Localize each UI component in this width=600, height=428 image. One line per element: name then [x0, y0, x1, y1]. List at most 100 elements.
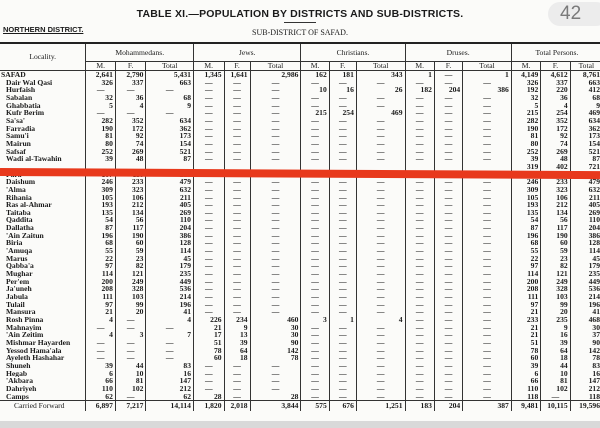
value-cell: —: [300, 300, 330, 309]
value-cell: 37: [569, 331, 600, 339]
value-cell: 82: [540, 262, 571, 271]
value-cell: —: [433, 124, 463, 133]
value-cell: —: [462, 101, 512, 110]
value-cell: 54: [510, 216, 541, 225]
value-cell: 386: [145, 231, 194, 240]
value-cell: 323: [540, 185, 571, 194]
value-cell: 309: [510, 185, 541, 194]
value-cell: 114: [145, 247, 194, 255]
value-cell: —: [328, 354, 357, 362]
value-cell: —: [85, 323, 116, 332]
table-row: Dair Wal Qasi 326 337 663— — — — — — — — —326 337 663: [0, 78, 600, 87]
value-cell: 103: [540, 293, 571, 301]
value-cell: 142: [249, 346, 301, 355]
value-cell: 179: [569, 262, 600, 271]
table-row: Biria 68 60 128— — — — — — — — —68 60 128: [0, 239, 600, 248]
value-cell: —: [462, 109, 512, 117]
table-row: Mahnayim — — —21 9 30— — — — — —21 9 30: [0, 323, 600, 332]
value-cell: 387: [462, 400, 512, 412]
value-cell: 87: [145, 155, 194, 163]
value-cell: —: [540, 392, 571, 401]
value-cell: 362: [569, 124, 600, 133]
value-cell: 81: [114, 377, 146, 385]
value-cell: —: [355, 369, 406, 378]
value-cell: —: [223, 101, 251, 110]
table-row: Rosh Pinna 4—4 226 234 460 3 1 4— — —233 235 468: [0, 316, 600, 324]
value-cell: 111: [85, 293, 116, 301]
value-cell: —: [249, 293, 301, 301]
value-cell: 62: [145, 392, 194, 401]
value-cell: —: [462, 392, 512, 401]
value-cell: [223, 162, 251, 171]
value-cell: —: [300, 262, 330, 271]
locality-cell: Ayeleth Hashahar: [6, 354, 65, 362]
value-cell: 147: [145, 377, 194, 385]
value-cell: —: [433, 216, 463, 225]
value-cell: —: [328, 124, 357, 133]
value-cell: —: [355, 331, 406, 339]
value-cell: —: [192, 277, 225, 286]
value-cell: 121: [540, 270, 571, 278]
table-row: 'Akbara 66 81 147— — — — — — — — —66 81 147: [0, 377, 600, 385]
table-row: Sa'sa' 282 352 634— — — — — — — — —282 352 634: [0, 116, 600, 125]
value-cell: —: [462, 124, 512, 133]
value-cell: —: [223, 116, 251, 125]
value-cell: —: [192, 224, 225, 232]
locality-cell: Per'em: [6, 277, 30, 286]
value-cell: 204: [433, 400, 463, 412]
value-cell: —: [462, 224, 512, 232]
value-cell: —: [223, 392, 251, 401]
value-cell: —: [462, 377, 512, 385]
value-cell: 632: [145, 185, 194, 194]
value-cell: —: [404, 262, 435, 271]
value-cell: 87: [85, 224, 116, 232]
value-cell: —: [223, 201, 251, 209]
locality-cell: 'Ain Zeitim: [6, 331, 44, 339]
value-cell: 39: [85, 361, 116, 370]
value-cell: —: [404, 254, 435, 263]
value-cell: —: [300, 185, 330, 194]
value-cell: 405: [145, 201, 194, 209]
value-cell: —: [433, 354, 463, 362]
value-cell: —: [462, 361, 512, 370]
value-cell: —: [192, 201, 225, 209]
value-cell: 212: [114, 201, 146, 209]
value-cell: 1: [328, 316, 357, 324]
value-cell: —: [433, 308, 463, 316]
value-cell: 106: [114, 193, 146, 202]
value-cell: —: [404, 93, 435, 102]
value-cell: —: [328, 331, 357, 339]
value-cell: 20: [540, 308, 571, 316]
value-cell: 235: [540, 316, 571, 324]
value-cell: 1,641: [223, 70, 251, 79]
locality-cell: Sa'sa': [6, 116, 25, 125]
table-row: Ja'uneh 208 328 536— — — — — — — — —208 328 536: [0, 285, 600, 294]
value-cell: —: [404, 247, 435, 255]
table-row: Mansura 21 20 41— — — — — — — — —21 20 41: [0, 308, 600, 316]
value-cell: —: [145, 338, 194, 347]
value-cell: —: [328, 224, 357, 232]
locality-cell: Biria: [6, 239, 23, 248]
locality-cell: Mughar: [6, 270, 33, 278]
value-cell: 249: [540, 277, 571, 286]
locality-cell: Rosh Pinna: [6, 316, 44, 324]
value-cell: —: [300, 377, 330, 385]
value-cell: 9: [223, 323, 251, 332]
value-cell: 117: [540, 224, 571, 232]
sub-header-f: F.: [223, 61, 251, 71]
value-cell: 97: [510, 262, 541, 271]
carried-forward-row: Carried Forward 6,897 7,217 14,114 1,820 2,01…: [0, 400, 600, 412]
value-cell: 173: [569, 132, 600, 140]
table-row: Ayeleth Hashahar — — —60 18 78— — — — — —60 18 78: [0, 354, 600, 362]
value-cell: —: [404, 231, 435, 240]
value-cell: —: [145, 354, 194, 362]
value-cell: 97: [510, 300, 541, 309]
value-cell: 190: [114, 231, 146, 240]
value-cell: —: [300, 201, 330, 209]
locality-cell: Dahriyeh: [6, 384, 37, 393]
value-cell: —: [223, 86, 251, 94]
value-cell: —: [355, 254, 406, 263]
value-cell: 193: [85, 201, 116, 209]
value-cell: —: [462, 116, 512, 125]
value-cell: 323: [114, 185, 146, 194]
